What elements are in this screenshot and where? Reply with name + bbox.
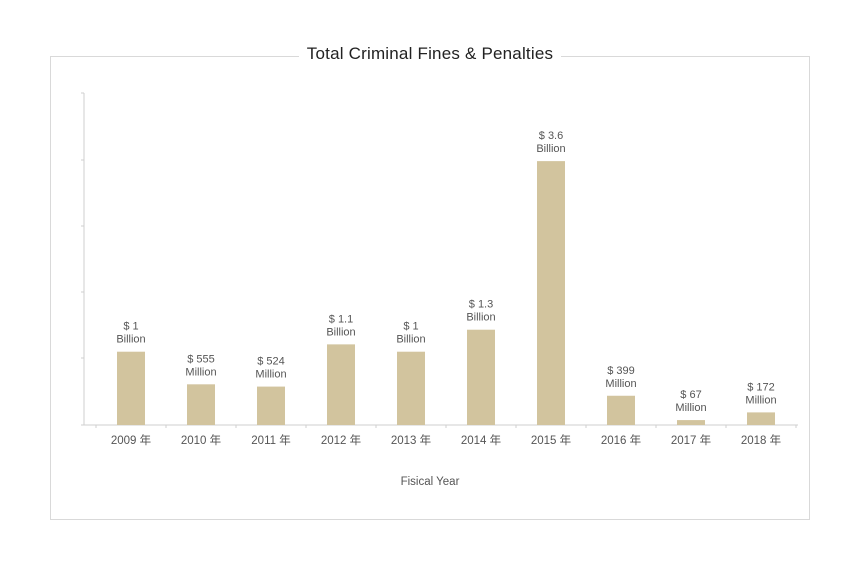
bar-value-unit-label: Billion: [536, 143, 565, 155]
bar-value-unit-label: Million: [185, 366, 216, 378]
bar-value-label: $ 172: [747, 381, 775, 393]
bar: [397, 351, 425, 425]
bar: [187, 384, 215, 425]
bar: [677, 420, 705, 425]
x-tick-label: 2013 年: [391, 433, 431, 447]
bar-value-label: $ 399: [607, 365, 635, 377]
bar-value-unit-label: Million: [745, 394, 776, 406]
bar-value-label: $ 555: [187, 353, 215, 365]
x-axis-title: Fisical Year: [401, 476, 460, 488]
bar-value-label: $ 67: [680, 389, 701, 401]
bar: [117, 351, 145, 425]
bar: [467, 329, 495, 425]
bar-value-unit-label: Billion: [116, 334, 145, 346]
x-tick-label: 2015 年: [531, 433, 571, 447]
bar-value-unit-label: Billion: [466, 312, 495, 324]
x-tick-label: 2016 年: [601, 433, 641, 447]
bar: [537, 161, 565, 425]
x-tick-label: 2010 年: [181, 433, 221, 447]
bar-value-unit-label: Million: [605, 378, 636, 390]
bar-value-label: $ 1.3: [469, 299, 493, 311]
x-tick-label: 2017 年: [671, 433, 711, 447]
bar-value-label: $ 3.6: [539, 130, 563, 142]
bar: [257, 386, 285, 425]
bar-value-unit-label: Million: [675, 402, 706, 414]
bar: [747, 412, 775, 425]
bar-value-label: $ 524: [257, 356, 285, 368]
bar-value-label: $ 1: [123, 321, 138, 333]
bar-value-unit-label: Billion: [396, 334, 425, 346]
x-tick-label: 2018 年: [741, 433, 781, 447]
chart-title: Total Criminal Fines & Penalties: [0, 44, 860, 64]
x-tick-label: 2012 年: [321, 433, 361, 447]
bar: [327, 344, 355, 425]
x-tick-label: 2011 年: [251, 433, 290, 447]
bars: [117, 161, 775, 425]
bar-value-unit-label: Million: [255, 369, 286, 381]
x-tick-label: 2014 年: [461, 433, 501, 447]
bar-value-unit-label: Billion: [326, 326, 355, 338]
bar-value-label: $ 1: [403, 321, 418, 333]
x-tick-labels: 2009 年 2010 年 2011 年 2012 年 2013 年 2014 年 2015…: [111, 433, 781, 447]
bar: [607, 395, 635, 425]
bar-value-label: $ 1.1: [329, 313, 353, 325]
x-tick-label: 2009 年: [111, 433, 151, 447]
